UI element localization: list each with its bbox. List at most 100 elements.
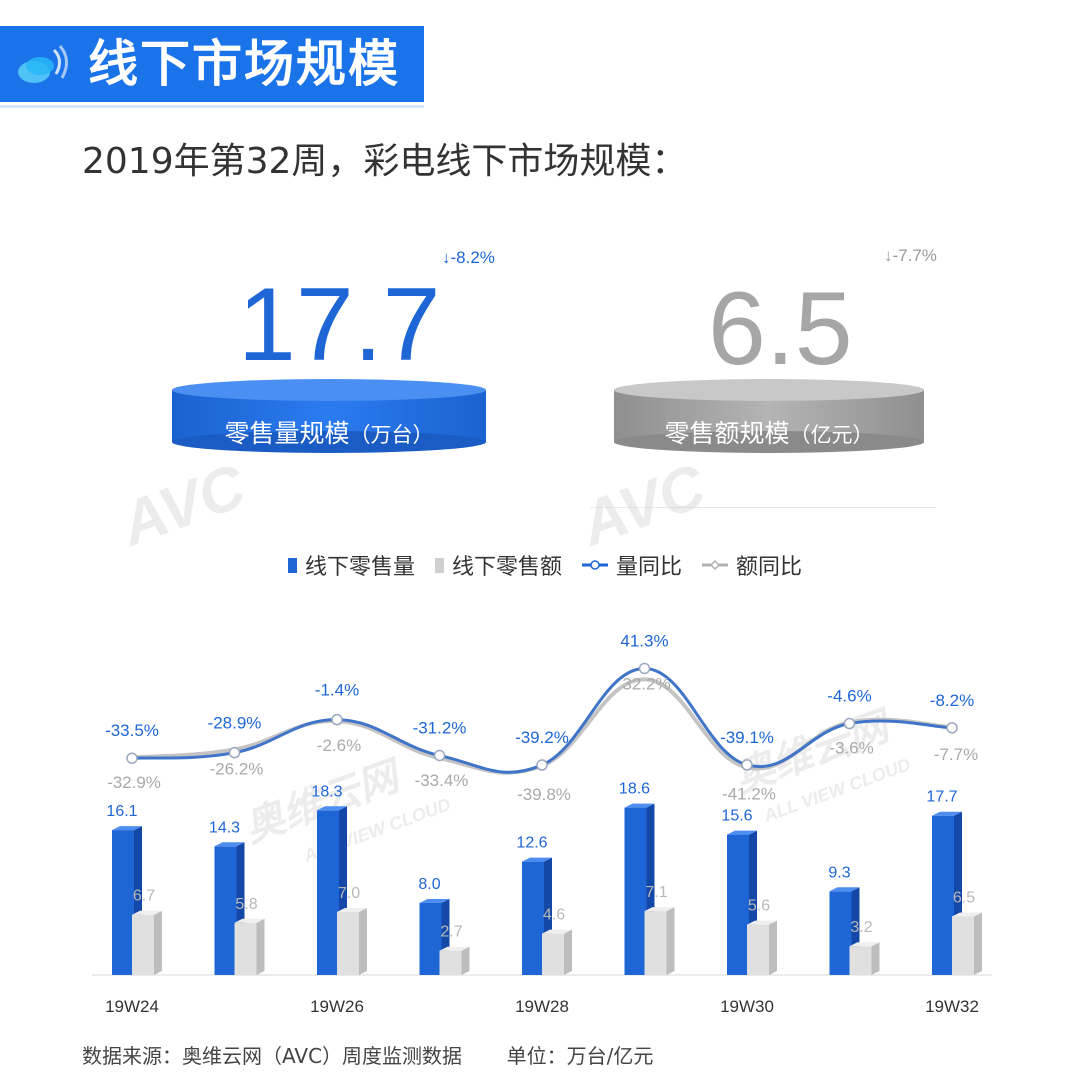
legend-item-amount-yoy: 额同比 <box>702 549 802 581</box>
x-tick-label: 19W30 <box>720 997 774 1016</box>
line-label-volume-yoy: -39.2% <box>515 728 569 747</box>
kpi-volume-delta: ↓-8.2% <box>442 248 495 267</box>
bar-amount-side <box>871 942 880 975</box>
bar-amount <box>952 916 974 975</box>
bar-amount <box>747 924 769 975</box>
footer: 数据来源：奥维云网（AVC）周度监测数据 单位：万台/亿元 <box>82 1040 653 1069</box>
line-label-amount-yoy: -2.6% <box>317 736 361 755</box>
legend-swatch-amount-yoy <box>702 559 729 571</box>
bar-amount-side <box>974 912 982 975</box>
legend-label-volume-yoy: 量同比 <box>616 555 683 580</box>
bar-volume <box>317 810 339 975</box>
bar-amount-top <box>952 912 982 917</box>
bar-label-amount: 5.8 <box>235 896 257 913</box>
bar-label-volume: 9.3 <box>828 864 850 881</box>
bar-amount <box>439 950 462 975</box>
bar-label-amount: 3.2 <box>850 919 872 936</box>
kpi-volume-unit: （万台） <box>349 423 434 447</box>
line-label-amount-yoy: -3.6% <box>829 739 873 758</box>
line-label-amount-yoy: -32.9% <box>107 773 161 792</box>
bar-volume-top <box>829 887 860 892</box>
bar-volume-top <box>419 899 450 903</box>
watermark-logo: AVC <box>112 451 255 560</box>
kpi-divider <box>590 507 936 508</box>
bar-volume <box>932 815 954 975</box>
line-label-amount-yoy: -33.4% <box>415 771 469 790</box>
line-label-amount-yoy: -41.2% <box>722 784 776 803</box>
legend-label-amount: 线下零售额 <box>452 555 563 580</box>
line-label-volume-yoy: -33.5% <box>105 721 159 740</box>
line-volume-yoy <box>131 666 953 774</box>
bar-amount-top <box>849 942 880 947</box>
bar-amount-side <box>154 910 162 975</box>
bar-volume <box>419 903 442 975</box>
kpi-volume-label: 零售量规模 <box>224 419 350 448</box>
bar-label-amount: 6.5 <box>953 890 975 907</box>
line-label-amount-yoy: -7.7% <box>934 745 978 764</box>
kpi-amount-value: 6.5 <box>708 271 853 387</box>
bar-volume <box>727 834 749 975</box>
legend-swatch-volume <box>288 557 297 573</box>
x-tick-label: 19W24 <box>105 997 159 1016</box>
bar-volume <box>112 830 134 975</box>
bar-amount-side <box>564 929 572 975</box>
kpi-amount-delta: ↓-7.7% <box>884 246 937 265</box>
legend-label-volume: 线下零售量 <box>305 555 416 580</box>
bar-label-amount: 7.0 <box>338 885 360 902</box>
bar-volume <box>829 891 852 975</box>
point-volume-yoy <box>741 759 753 771</box>
bar-amount-top <box>542 929 572 934</box>
bar-amount-side <box>666 907 675 975</box>
legend-item-volume: 线下零售量 <box>288 549 415 581</box>
bar-label-amount: 2.7 <box>440 924 462 941</box>
bar-amount-side <box>769 920 777 975</box>
point-volume-yoy <box>433 749 446 762</box>
bar-amount <box>132 914 154 975</box>
bar-amount <box>337 912 359 975</box>
bar-volume-top <box>727 830 757 835</box>
bar-volume-top <box>522 857 552 862</box>
x-tick-label: 19W32 <box>925 997 979 1016</box>
x-tick-label: 19W26 <box>310 997 364 1016</box>
header-bar: 线下市场规模 <box>0 26 424 108</box>
point-volume-yoy <box>536 759 548 771</box>
line-label-volume-yoy: -1.4% <box>315 681 359 700</box>
point-volume-yoy <box>946 722 958 734</box>
bar-label-volume: 12.6 <box>516 835 547 852</box>
wave-logo-icon <box>18 45 68 83</box>
bar-amount <box>234 922 257 975</box>
bar-volume-top <box>112 826 142 831</box>
kpi-volume-cylinder: 零售量规模（万台） <box>172 378 486 454</box>
bar-volume-top <box>317 806 347 811</box>
line-label-volume-yoy: -8.2% <box>930 691 974 710</box>
line-label-amount-yoy: -26.2% <box>210 760 264 779</box>
bar-amount-top <box>337 908 367 912</box>
kpi-volume-value: 17.7 <box>238 267 441 383</box>
legend-item-amount: 线下零售额 <box>435 549 562 581</box>
footer-source: 数据来源：奥维云网（AVC）周度监测数据 <box>82 1044 463 1068</box>
bar-amount-side <box>359 908 367 975</box>
bar-amount <box>849 946 872 975</box>
line-label-amount-yoy: 32.2% <box>622 674 670 693</box>
bar-amount-top <box>234 918 265 923</box>
bar-label-volume: 16.1 <box>106 803 137 820</box>
bar-label-amount: 6.7 <box>133 888 155 905</box>
point-volume-yoy <box>126 752 138 764</box>
bar-amount <box>542 933 564 975</box>
bar-label-volume: 8.0 <box>418 876 440 893</box>
bar-volume-top <box>624 803 655 808</box>
bar-amount-side <box>256 918 265 975</box>
bar-amount-side <box>461 946 470 975</box>
point-volume-yoy <box>331 713 343 726</box>
legend-label-amount-yoy: 额同比 <box>736 555 803 580</box>
bar-volume-top <box>214 842 245 847</box>
bar-label-volume: 14.3 <box>209 819 240 836</box>
kpi-amount-label: 零售额规模 <box>664 419 790 448</box>
line-label-volume-yoy: -31.2% <box>413 718 467 737</box>
header-underline <box>0 105 424 108</box>
bar-amount-top <box>132 910 162 915</box>
bar-amount-top <box>747 920 777 925</box>
line-label-amount-yoy: -39.8% <box>517 785 571 804</box>
bar-amount <box>644 911 667 975</box>
line-label-volume-yoy: 41.3% <box>620 631 668 650</box>
